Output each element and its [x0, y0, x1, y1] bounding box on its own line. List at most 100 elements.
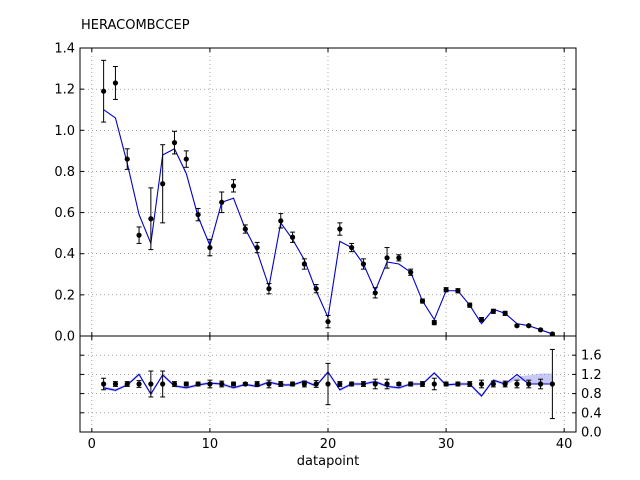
- top-data-point: [230, 183, 237, 189]
- top-data-point: [289, 234, 296, 240]
- ratio-y-tick-label: 1.2: [581, 368, 602, 383]
- ratio-data-point: [396, 381, 402, 387]
- top-data-point: [490, 308, 496, 314]
- ratio-data-point: [514, 381, 520, 387]
- ratio-data-point: [112, 381, 119, 387]
- top-data-point: [514, 323, 520, 329]
- top-data-point: [207, 244, 213, 251]
- top-data-point: [325, 319, 331, 325]
- top-y-tick-label: 1.4: [54, 42, 75, 57]
- ratio-data-point: [537, 381, 544, 387]
- ratio-x-tick-label: 10: [202, 437, 219, 452]
- top-data-point: [124, 156, 130, 162]
- ratio-data-point: [478, 381, 485, 387]
- ratio-data-point: [254, 381, 260, 387]
- x-axis-label: datapoint: [297, 454, 359, 469]
- top-data-point: [443, 287, 449, 293]
- ratio-data-point: [455, 381, 461, 387]
- ratio-data-point: [301, 381, 307, 387]
- top-data-point: [242, 226, 248, 232]
- ratio-data-point: [242, 381, 248, 387]
- ratio-data-point: [266, 381, 272, 387]
- top-data-point: [408, 269, 414, 275]
- ratio-data-point: [171, 381, 178, 387]
- top-data-point: [278, 218, 284, 224]
- ratio-data-point: [278, 381, 284, 387]
- top-y-tick-label: 0.0: [54, 330, 75, 345]
- ratio-data-point: [160, 381, 166, 387]
- top-data-point: [136, 232, 142, 238]
- ratio-data-point: [349, 381, 355, 387]
- ratio-data-point: [502, 381, 508, 387]
- top-y-tick-label: 1.0: [54, 124, 75, 139]
- top-data-point: [313, 286, 319, 292]
- top-data-point: [254, 244, 260, 251]
- top-y-tick-label: 0.6: [54, 206, 75, 221]
- ratio-data-point: [148, 381, 154, 387]
- ratio-y-tick-label: 0.8: [581, 387, 602, 402]
- top-data-point: [160, 181, 166, 187]
- ratio-data-point: [360, 381, 367, 387]
- ratio-data-point: [183, 381, 189, 387]
- ratio-y-tick-label: 0.4: [581, 406, 602, 421]
- ratio-data-point: [419, 381, 426, 387]
- top-data-point: [349, 244, 355, 251]
- top-data-point: [101, 88, 107, 94]
- ratio-data-point: [549, 381, 555, 387]
- ratio-x-tick-label: 0: [88, 437, 96, 452]
- ratio-data-point: [289, 381, 296, 387]
- top-data-point: [266, 286, 272, 292]
- ratio-x-tick-label: 30: [438, 437, 455, 452]
- ratio-data-point: [467, 381, 473, 387]
- top-data-point: [537, 327, 544, 333]
- ratio-x-tick-label: 40: [556, 437, 573, 452]
- top-data-point: [195, 212, 201, 218]
- ratio-data-point: [195, 381, 201, 387]
- top-data-point: [549, 331, 555, 337]
- top-data-point: [502, 310, 508, 316]
- ratio-data-point: [124, 381, 130, 387]
- top-data-point: [396, 255, 402, 261]
- top-data-point: [431, 320, 437, 326]
- ratio-data-point: [431, 381, 437, 387]
- top-y-tick-label: 0.8: [54, 165, 75, 180]
- ratio-data-point: [325, 381, 331, 387]
- ratio-data-point: [384, 381, 390, 387]
- top-y-tick-label: 0.2: [54, 288, 75, 303]
- ratio-data-point: [313, 381, 319, 387]
- ratio-y-tick-label: 0.0: [581, 426, 602, 441]
- top-data-point: [171, 140, 178, 146]
- ratio-data-point: [526, 381, 532, 387]
- ratio-data-point: [408, 381, 414, 387]
- ratio-data-point: [207, 381, 213, 387]
- chart-title: HERACOMBCCEP: [81, 18, 190, 33]
- top-panel: 0.0 0.2 0.4 0.6 0.8 1.0 1.2 1.4: [54, 42, 577, 345]
- top-data-point: [183, 156, 189, 162]
- ratio-data-point: [337, 381, 343, 387]
- top-data-point: [148, 216, 154, 222]
- top-data-point: [360, 261, 367, 267]
- top-data-point: [467, 302, 473, 308]
- top-data-point: [384, 255, 390, 261]
- top-data-point: [478, 316, 485, 323]
- ratio-data-point: [101, 381, 107, 387]
- ratio-data-point: [136, 381, 142, 387]
- ratio-data-point: [490, 381, 496, 387]
- ratio-panel: 0 10 20 30 40 0.0 0.4 0.8 1.2 1.6: [79, 335, 602, 452]
- top-data-point: [455, 288, 461, 294]
- top-data-point: [419, 298, 426, 304]
- ratio-data-point: [443, 381, 449, 387]
- ratio-data-point: [230, 381, 237, 387]
- ratio-x-tick-label: 20: [320, 437, 337, 452]
- top-y-tick-label: 0.4: [54, 247, 75, 262]
- top-y-tick-label: 1.2: [54, 83, 75, 98]
- top-data-point: [301, 261, 307, 267]
- ratio-data-point: [372, 381, 378, 387]
- ratio-data-point: [219, 381, 225, 387]
- top-data-point: [526, 323, 532, 329]
- ratio-y-tick-label: 1.6: [581, 349, 602, 364]
- top-data-point: [219, 199, 225, 205]
- top-data-point: [372, 290, 378, 296]
- top-data-point: [112, 80, 119, 86]
